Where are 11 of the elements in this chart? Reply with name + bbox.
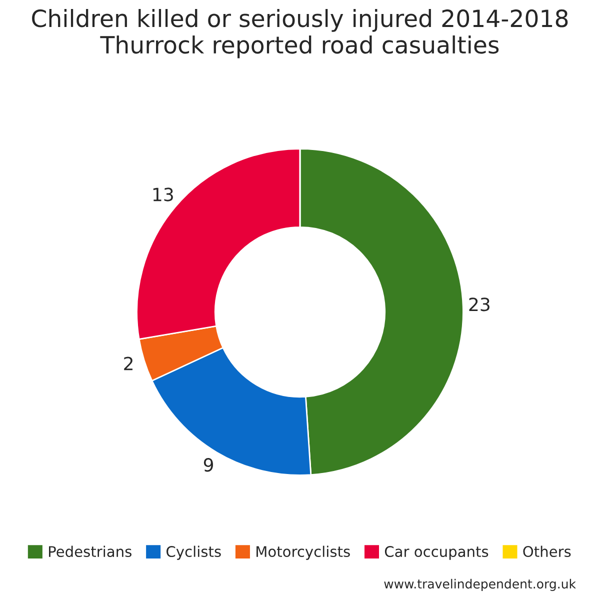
- data-label: 9: [204, 458, 213, 472]
- data-label: 23: [469, 298, 490, 312]
- legend-label: Motorcyclists: [256, 546, 350, 560]
- legend-label: Cyclists: [166, 546, 221, 560]
- data-label: 13: [153, 188, 173, 202]
- text: www.travelindependent.org.uk: [384, 578, 576, 591]
- data-label: 2: [124, 356, 132, 370]
- legend-label: Pedestrians: [49, 546, 132, 558]
- legend-label: Car occupants: [384, 546, 488, 560]
- chart-title: Children killed or seriously injured 2014-2018 Thurrock reported road casualties: [32, 9, 568, 58]
- legend-label: Others: [523, 546, 571, 558]
